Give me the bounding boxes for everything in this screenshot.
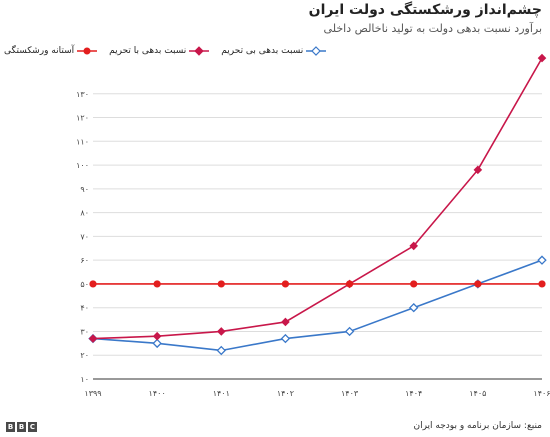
- filled-circle-icon: [77, 47, 98, 55]
- data-point: [281, 317, 290, 327]
- data-point: [345, 280, 354, 288]
- chart-subtitle: برآورد نسبت بدهی دولت به تولید ناخالص دا…: [323, 22, 542, 35]
- y-tick-label: ۱۲۰: [76, 114, 89, 123]
- data-point: [153, 280, 161, 288]
- filled-diamond-icon: [189, 46, 210, 56]
- y-tick-label: ۶۰: [80, 256, 89, 265]
- data-point: [281, 280, 290, 288]
- x-tick-label: ۱۴۰۰: [149, 389, 166, 398]
- y-tick-label: ۱۰: [80, 375, 89, 384]
- legend-label-threshold: آستانه ورشکستگی: [4, 46, 75, 56]
- data-point: [216, 327, 226, 336]
- y-tick-label: ۱۰۰: [76, 161, 89, 170]
- x-tick-label: ۱۴۰۱: [213, 389, 230, 398]
- chart-title: چشم‌انداز ورشکستگی دولت ایران: [308, 2, 542, 18]
- data-point: [408, 302, 419, 313]
- y-tick-label: ۷۰: [80, 232, 89, 241]
- x-tick-label: ۱۳۹۹: [84, 389, 101, 398]
- data-point: [537, 53, 547, 63]
- y-tick-label: ۲۰: [80, 351, 89, 360]
- data-point: [89, 280, 97, 288]
- y-tick-label: ۵۰: [80, 280, 89, 289]
- series-line: [92, 57, 543, 340]
- legend-label-no-sanctions: نسبت بدهی بی تحریم: [221, 46, 304, 56]
- y-tick-label: ۸۰: [80, 209, 89, 218]
- y-tick-label: ۳۰: [80, 327, 89, 336]
- data-point: [409, 241, 419, 251]
- y-tick-label: ۴۰: [80, 304, 89, 313]
- data-point: [216, 345, 227, 356]
- open-diamond-icon: [306, 46, 327, 56]
- y-tick-label: ۱۱۰: [76, 137, 89, 146]
- x-tick-label: ۱۴۰۲: [277, 389, 294, 398]
- legend-item-no-sanctions: نسبت بدهی بی تحریم: [221, 46, 327, 56]
- series-line: [92, 259, 543, 352]
- data-point: [410, 280, 418, 288]
- data-point: [537, 255, 547, 265]
- data-point: [88, 334, 98, 343]
- data-point: [473, 165, 483, 175]
- legend-label-with-sanctions: نسبت بدهی با تحریم: [109, 46, 187, 56]
- legend-item-threshold: آستانه ورشکستگی: [4, 46, 98, 56]
- logo-letter: C: [28, 422, 37, 432]
- x-tick-label: ۱۴۰۴: [405, 389, 422, 398]
- source-note: منبع: سازمان برنامه و بودجه ایران: [413, 421, 542, 431]
- data-point: [538, 280, 546, 288]
- x-tick-label: ۱۴۰۶: [533, 389, 550, 398]
- data-point: [152, 331, 162, 341]
- y-tick-label: ۱۳۰: [76, 90, 89, 99]
- logo-letter: B: [17, 422, 26, 432]
- y-tick-label: ۹۰: [80, 185, 89, 194]
- data-point: [344, 326, 355, 337]
- x-tick-label: ۱۴۰۵: [469, 389, 486, 398]
- data-point: [152, 338, 162, 349]
- chart-legend: نسبت بدهی بی تحریم نسبت بدهی با تحریم آس…: [4, 43, 327, 59]
- legend-item-with-sanctions: نسبت بدهی با تحریم: [109, 46, 210, 56]
- x-tick-label: ۱۴۰۳: [341, 389, 359, 398]
- logo-letter: B: [6, 422, 15, 432]
- data-point: [217, 280, 225, 288]
- data-point: [280, 333, 291, 344]
- data-point: [474, 280, 482, 288]
- bbc-logo: B B C: [6, 422, 37, 432]
